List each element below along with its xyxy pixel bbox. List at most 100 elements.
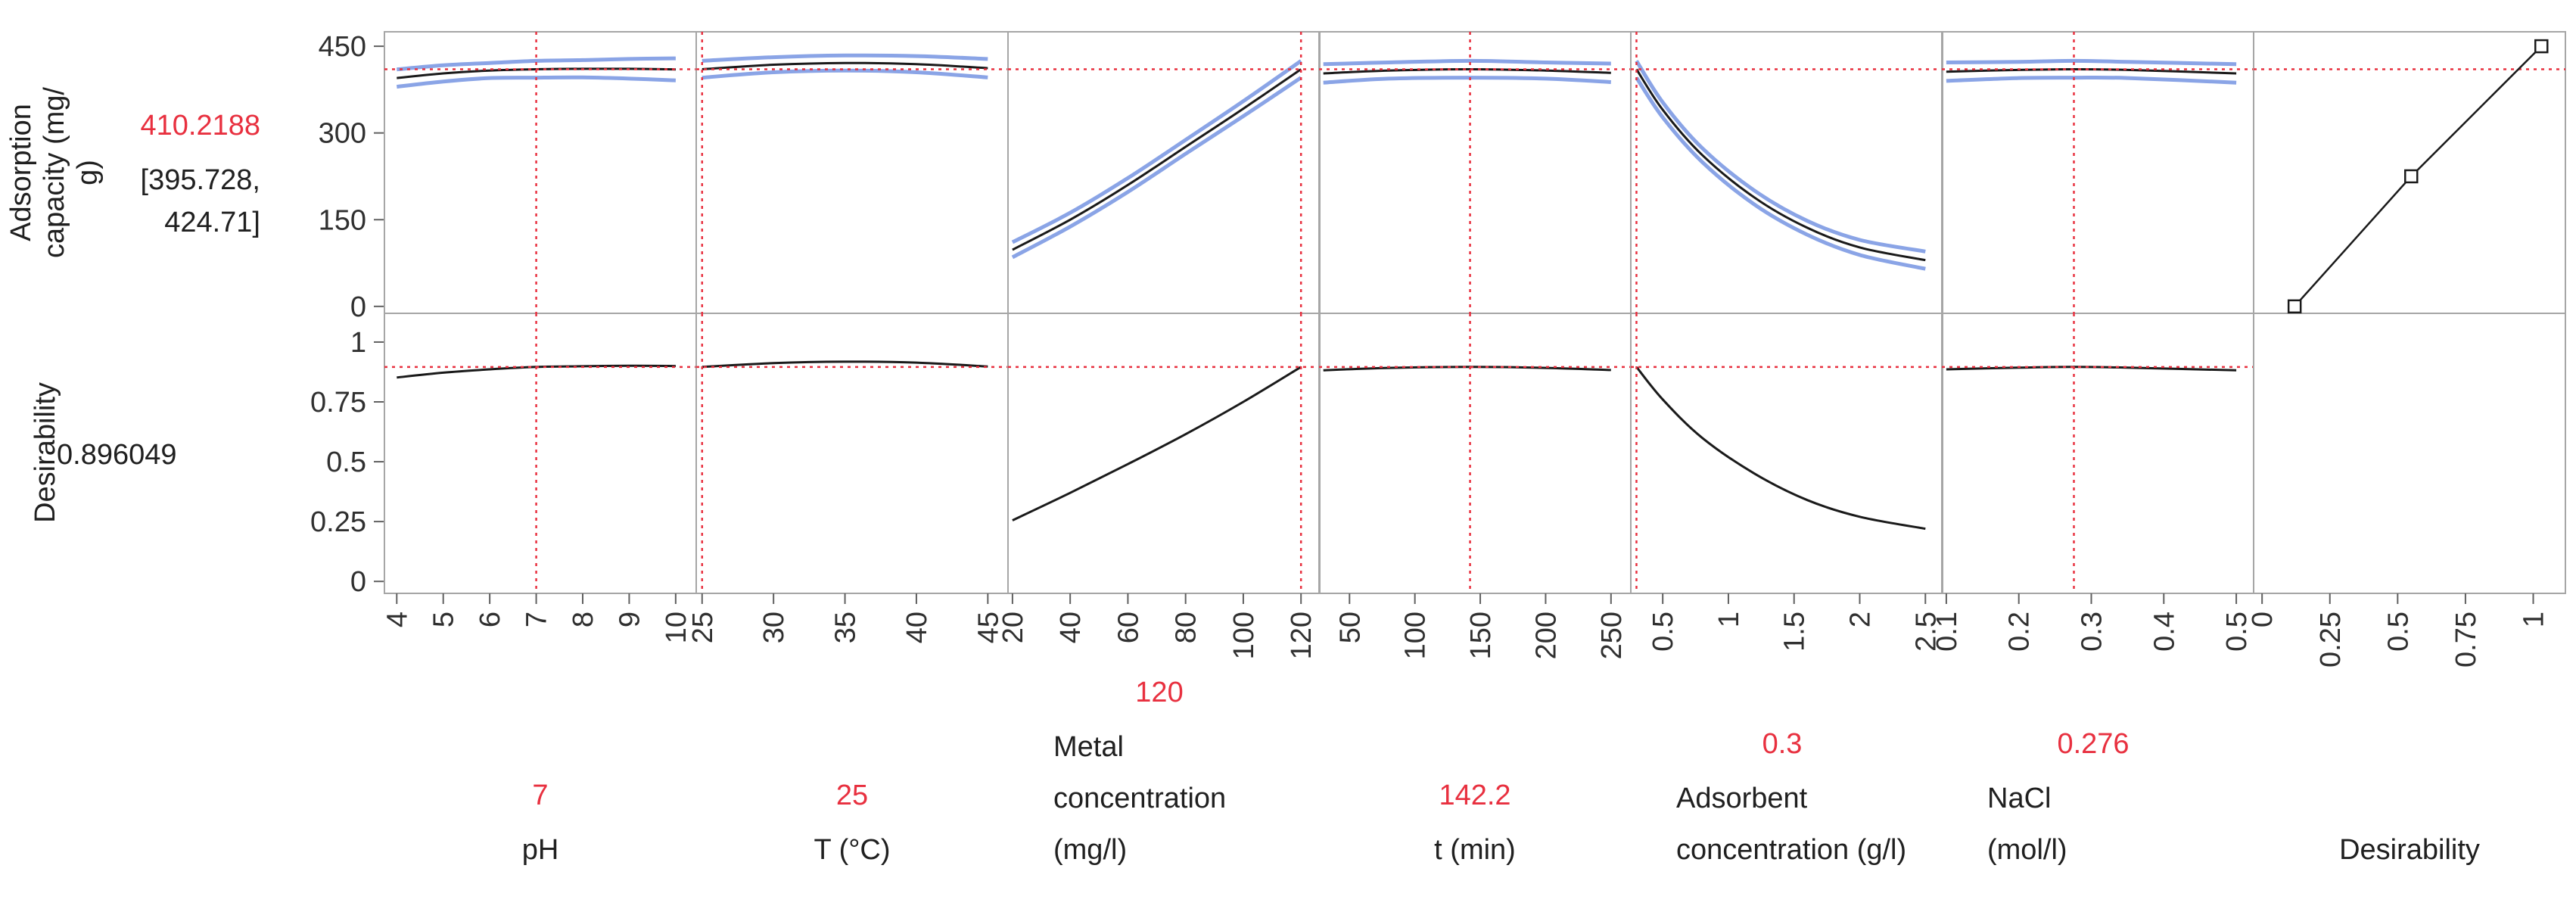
desirability-function-label: Desirability [2339, 834, 2480, 866]
x-tick-label: 1 [1713, 612, 1745, 627]
confidence-band-upper-temp [702, 53, 988, 63]
x-tick-label: 150 [1465, 612, 1497, 659]
y-tick-label: 0.75 [310, 387, 366, 419]
confidence-band-upper-nacl [1946, 58, 2237, 67]
factor-current-value-metal: 120 [1135, 677, 1183, 708]
y-tick-label: 0.5 [326, 447, 366, 478]
panel-frame-metal-0 [1007, 31, 1321, 314]
x-tick-label: 35 [830, 612, 862, 643]
panel-frame-nacl-1 [1941, 313, 2254, 594]
x-tick-label: 8 [568, 612, 599, 627]
x-tick-label: 45 [972, 612, 1004, 643]
confidence-band-upper-ph [397, 56, 676, 72]
factor-label-adsorbent: Adsorbent [1676, 783, 1808, 814]
x-tick-label: 30 [758, 612, 790, 643]
y-tick-label: 450 [319, 31, 366, 63]
adsorption-confidence-interval: [395.728, [141, 164, 260, 196]
panel-frame-desirability-fn-1 [2253, 313, 2566, 594]
confidence-band-lower-metal [1011, 76, 1302, 260]
y-tick-label: 0.25 [310, 506, 366, 538]
factor-current-value-time: 142.2 [1439, 780, 1510, 811]
factor-current-value-adsorbent: 0.3 [1762, 728, 1803, 760]
factor-label-nacl: (mol/l) [1987, 834, 2067, 866]
y-tick-label: 0 [350, 566, 366, 598]
confidence-band-upper-time [1323, 58, 1611, 67]
x-tick-label: 9 [614, 612, 646, 627]
adsorption-curve-metal [1012, 68, 1302, 251]
confidence-band-upper-metal [1011, 59, 1302, 244]
factor-label-metal: concentration [1053, 783, 1226, 814]
x-tick-label: 50 [1334, 612, 1366, 643]
x-tick-label: 0.3 [2077, 612, 2108, 652]
factor-label-metal: (mg/l) [1053, 834, 1127, 866]
y-tick-label: 150 [319, 204, 366, 236]
desirability-handle-1 [2404, 169, 2419, 184]
confidence-band-upper-adsorbent [1635, 60, 1926, 254]
x-tick-label: 7 [521, 612, 553, 627]
x-tick-label: 0.1 [1931, 612, 1963, 652]
x-tick-label: 5 [428, 612, 460, 627]
panel-frame-ph-1 [384, 313, 697, 594]
x-tick-label: 25 [687, 612, 719, 643]
adsorption-curve-time [1323, 67, 1611, 75]
factor-label-metal: Metal [1053, 731, 1124, 763]
y-tick-label: 1 [350, 327, 366, 359]
x-tick-label: 80 [1171, 612, 1202, 643]
desirability-curve-metal [1012, 366, 1302, 521]
y-tick-label: 300 [319, 118, 366, 150]
panel-frame-time-1 [1318, 313, 1632, 594]
x-tick-label: 0.75 [2450, 612, 2482, 668]
x-tick-label: 200 [1530, 612, 1562, 659]
x-tick-label: 0.25 [2315, 612, 2347, 668]
x-tick-label: 60 [1112, 612, 1144, 643]
x-tick-label: 0.5 [2382, 612, 2414, 652]
panel-frame-adsorbent-1 [1630, 313, 1943, 594]
x-tick-label: 100 [1400, 612, 1432, 659]
x-tick-label: 4 [381, 612, 413, 627]
response-label-adsorption: Adsorption capacity (mg/g) [5, 87, 104, 258]
x-tick-label: 10 [661, 612, 692, 643]
adsorption-curve-adsorbent [1635, 68, 1926, 262]
adsorption-curve-nacl [1946, 67, 2237, 75]
factor-label-nacl: NaCl [1987, 783, 2051, 814]
x-tick-label: 0 [2247, 612, 2279, 627]
confidence-band-lower-time [1323, 76, 1611, 85]
factor-label-temp: T (°C) [814, 834, 890, 866]
adsorption-confidence-interval: 424.71] [164, 207, 260, 238]
x-tick-label: 2 [1844, 612, 1876, 627]
factor-label-ph: pH [522, 834, 559, 866]
desirability-handle-0 [2287, 299, 2302, 314]
x-tick-label: 0.2 [2004, 612, 2036, 652]
response-label-line: Adsorption [5, 104, 37, 241]
factor-current-value-ph: 7 [532, 780, 548, 811]
adsorption-curve-temp [702, 61, 988, 70]
factor-label-adsorbent: concentration (g/l) [1676, 834, 1906, 866]
x-tick-label: 6 [474, 612, 506, 627]
panel-frame-metal-1 [1007, 313, 1321, 594]
desirability-handle-2 [2534, 39, 2549, 54]
factor-current-value-nacl: 0.276 [2057, 728, 2129, 760]
factor-label-time: t (min) [1434, 834, 1516, 866]
desirability-value: 0.896049 [57, 439, 177, 471]
x-tick-label: 2.5 [1910, 612, 1942, 652]
desirability-curve-adsorbent [1635, 366, 1926, 531]
x-tick-label: 40 [901, 612, 933, 643]
x-tick-label: 1 [2518, 612, 2550, 627]
desirability-curve-temp [702, 360, 988, 369]
panel-frame-time-0 [1318, 31, 1632, 314]
x-tick-label: 20 [997, 612, 1029, 643]
confidence-band-lower-temp [702, 68, 988, 80]
response-label-line: capacity (mg/ [39, 87, 70, 258]
x-tick-label: 40 [1055, 612, 1087, 643]
confidence-band-lower-adsorbent [1635, 76, 1926, 271]
x-tick-label: 0.5 [1647, 612, 1679, 652]
panel-frame-nacl-0 [1941, 31, 2254, 314]
adsorption-predicted-value: 410.2188 [141, 110, 261, 142]
confidence-band-lower-nacl [1946, 75, 2237, 85]
x-tick-label: 0.4 [2148, 612, 2180, 652]
x-tick-label: 100 [1228, 612, 1260, 659]
response-label-line: Desirability [30, 382, 61, 523]
x-tick-label: 120 [1286, 612, 1318, 659]
panel-frame-adsorbent-0 [1630, 31, 1943, 314]
